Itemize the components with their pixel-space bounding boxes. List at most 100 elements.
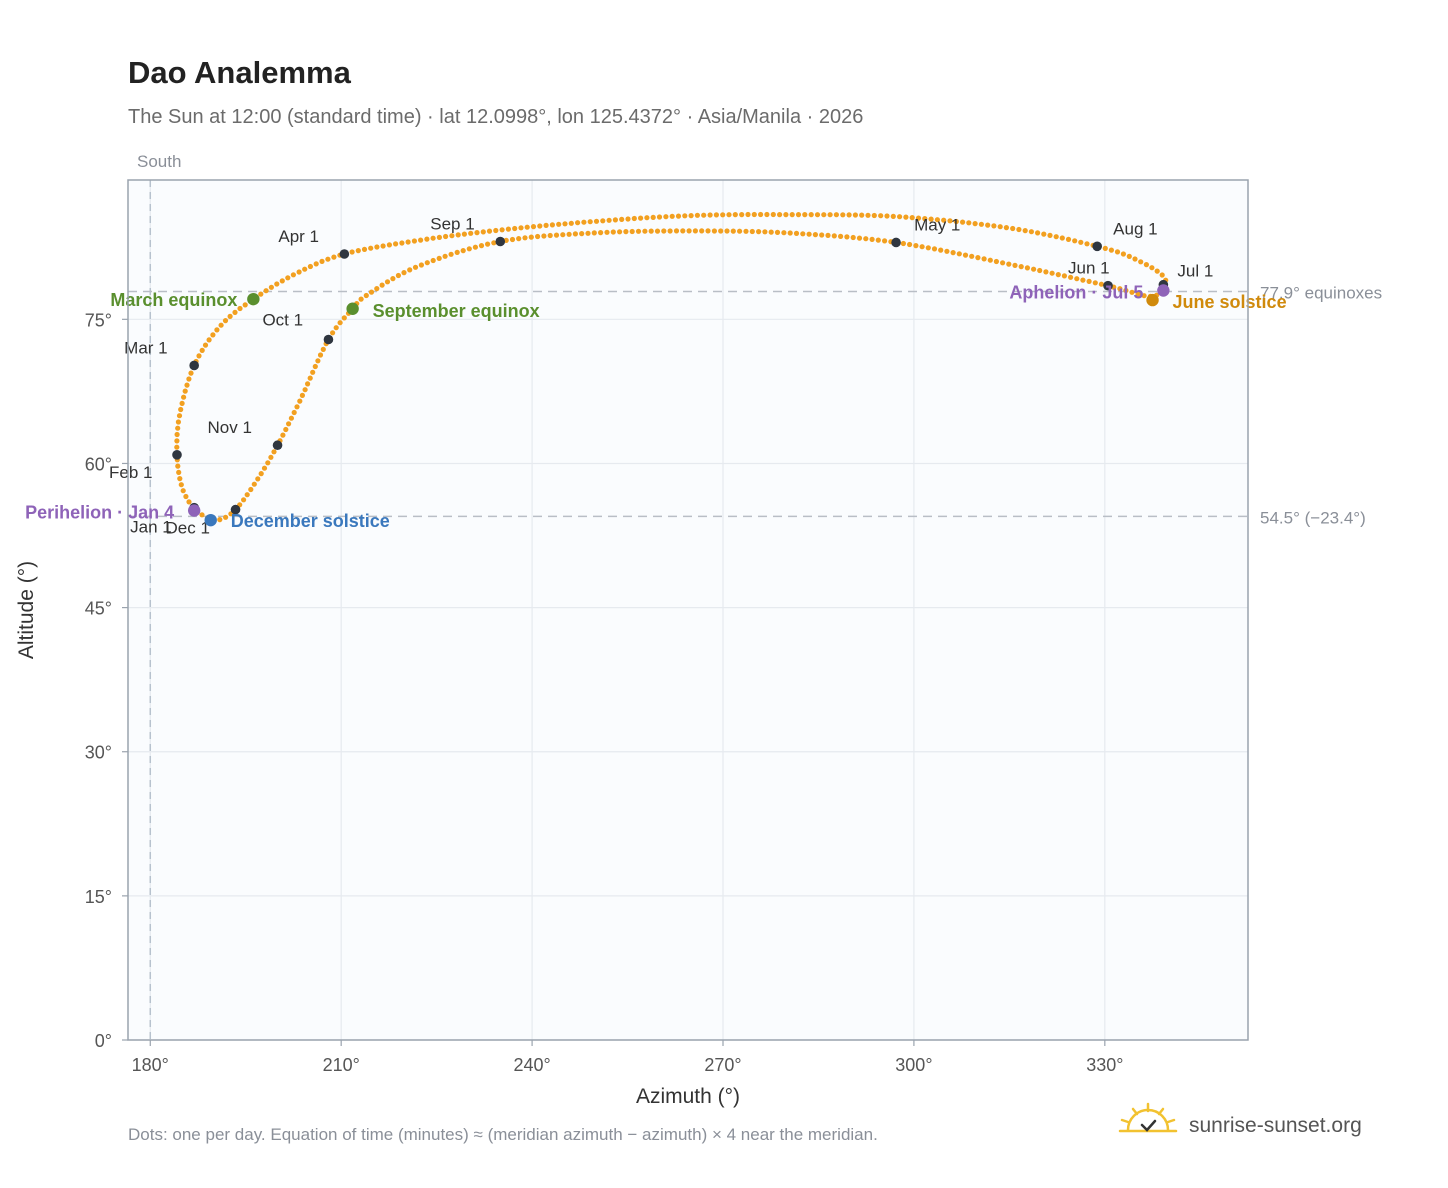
daily-sun-dot [572,231,579,237]
daily-sun-dot [802,212,808,218]
brand-name: sunrise-sunset.org [1189,1114,1362,1137]
daily-sun-dot [743,228,749,234]
daily-sun-dot [680,228,686,234]
daily-sun-dot [795,212,802,218]
daily-sun-dot [307,263,313,270]
daily-sun-dot [1037,267,1043,274]
chart-subtitle: The Sun at 12:00 (standard time) · lat 1… [128,106,863,128]
daily-sun-dot [374,286,380,292]
daily-sun-dot [648,228,654,234]
daily-sun-dot [985,222,991,228]
daily-sun-dot [688,213,694,219]
daily-sun-dot [604,229,610,235]
daily-sun-dot [726,212,732,218]
daily-sun-dot [363,292,369,299]
daily-sun-dot [793,230,800,236]
daily-sun-dot [925,245,931,251]
daily-sun-dot [1086,278,1092,284]
daily-sun-dot [673,228,680,234]
daily-sun-dot [395,272,401,279]
daily-sun-dot [913,243,919,249]
daily-sun-dot [296,269,302,275]
daily-sun-dot [280,432,286,438]
y-tick-label: 75° [85,310,112,330]
daily-sun-dot [333,325,339,331]
daily-sun-dot [1035,230,1041,236]
daily-sun-dot [271,449,277,455]
daily-sun-dot [1135,291,1141,297]
daily-sun-dot [749,228,755,235]
daily-sun-dot [947,218,953,224]
daily-sun-dot [379,282,385,288]
daily-sun-dot [174,438,180,444]
daily-sun-dot [581,219,587,225]
daily-sun-dot [903,214,909,220]
daily-sun-dot [950,250,956,256]
daily-sun-dot [783,212,789,218]
daily-sun-dot [739,212,745,218]
x-axis-label: Azimuth (°) [636,1085,740,1108]
daily-sun-dot [522,235,528,241]
daily-sun-dot [1043,269,1049,275]
daily-sun-dot [466,246,472,252]
daily-sun-dot [268,284,274,290]
daily-sun-dot [443,233,449,240]
daily-sun-dot [840,212,846,218]
daily-sun-dot [1065,236,1072,242]
daily-sun-dot [448,251,454,257]
x-tick-label: 210° [323,1055,360,1075]
month-mark-dot [339,249,350,259]
month-mark-label: Jan 1 [130,518,172,537]
daily-sun-dot [286,421,292,427]
daily-sun-dot [178,406,184,413]
daily-sun-dot [654,228,661,234]
reference-line-label: 54.5° (−23.4°) [1260,508,1366,527]
daily-sun-dot [183,493,189,500]
daily-sun-dot [341,315,347,321]
daily-sun-dot [859,212,865,218]
x-tick-label: 330° [1086,1055,1123,1075]
daily-sun-dot [1031,266,1037,272]
daily-sun-dot [1080,277,1086,283]
daily-sun-dot [909,215,915,221]
daily-sun-dot [1108,247,1114,253]
month-mark-dot [230,504,241,515]
daily-sun-dot [960,219,966,225]
daily-sun-dot [186,499,192,505]
daily-sun-dot [1022,228,1028,234]
daily-sun-dot [1061,273,1067,279]
daily-sun-dot [263,288,269,294]
daily-sun-dot [176,469,182,475]
brand-logo: sunrise-sunset.org [1118,1102,1362,1137]
daily-sun-dot [258,291,264,297]
daily-sun-dot [699,228,705,234]
daily-sun-dot [686,228,692,234]
month-mark-label: Dec 1 [166,519,210,538]
daily-sun-dot [175,463,181,469]
daily-sun-dot [863,236,869,242]
daily-sun-dot [174,444,180,450]
daily-sun-dot [869,236,875,242]
daily-sun-dot [919,244,925,250]
daily-sun-dot [509,236,516,243]
daily-sun-dot [850,234,856,241]
y-tick-label: 45° [85,599,112,619]
daily-sun-dot [285,275,291,281]
daily-sun-dot [1114,249,1121,255]
daily-sun-dot [931,246,938,252]
daily-sun-dot [528,234,534,240]
daily-sun-dot [472,244,478,250]
daily-sun-dot [737,228,743,234]
daily-sun-dot [315,358,321,364]
y-tick-label: 0° [95,1031,112,1051]
daily-sun-dot [237,305,243,312]
daily-sun-dot [756,229,762,235]
x-tick-label: 270° [704,1055,741,1075]
daily-sun-dot [1024,265,1030,271]
daily-sun-dot [718,228,724,234]
plot-frame [127,179,1249,1041]
daily-sun-dot [499,227,505,233]
daily-sun-dot [468,230,474,236]
daily-sun-dot [777,212,783,218]
daily-sun-dot [305,381,311,387]
